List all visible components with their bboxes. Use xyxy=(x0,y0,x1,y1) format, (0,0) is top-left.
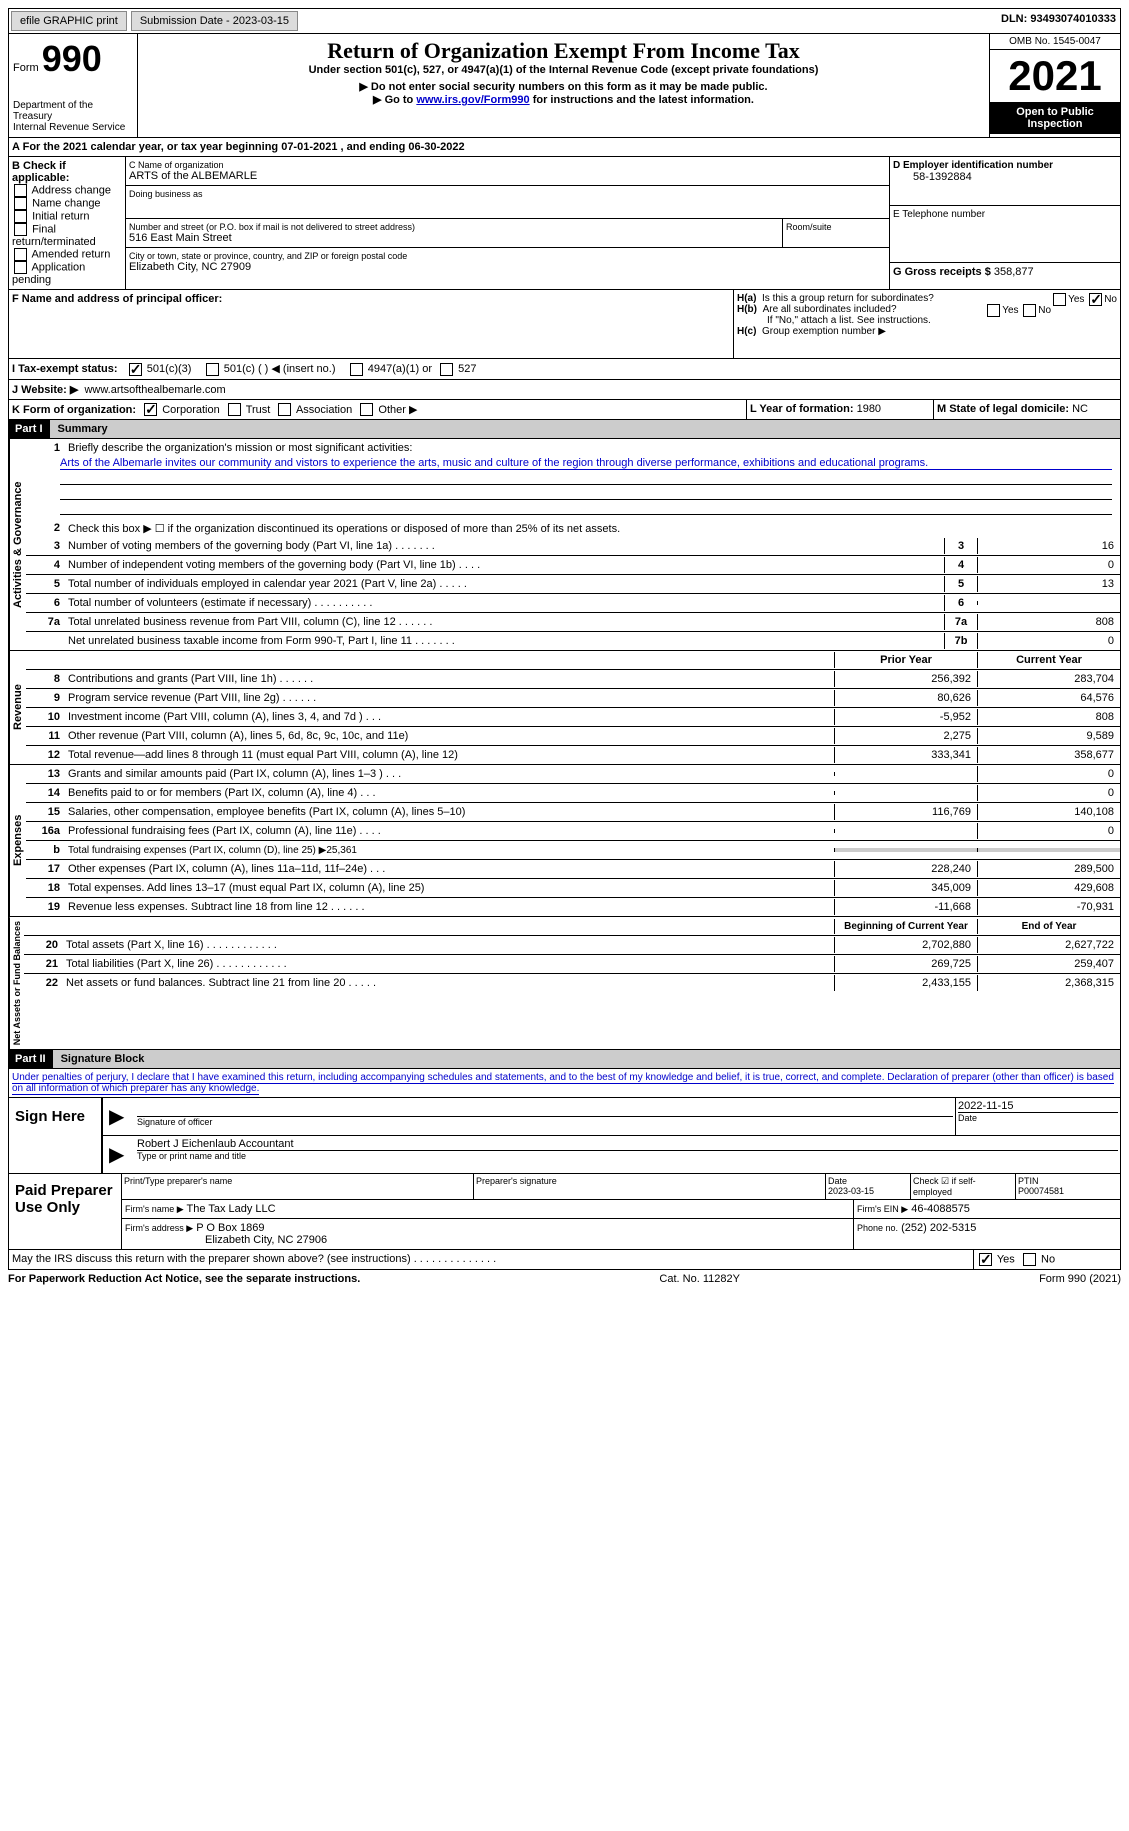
city: Elizabeth City, NC 27909 xyxy=(129,261,886,273)
firm-name: The Tax Lady LLC xyxy=(187,1203,276,1215)
form-label: Form xyxy=(13,62,39,74)
irs: Internal Revenue Service xyxy=(13,122,133,133)
gross-receipts: 358,877 xyxy=(994,266,1034,278)
form-number: 990 xyxy=(42,38,102,79)
l7a-val: 808 xyxy=(977,614,1120,630)
cb-trust[interactable] xyxy=(228,403,241,416)
ag-label: Activities & Governance xyxy=(9,439,26,650)
ha: Is this a group return for subordinates? xyxy=(762,293,934,304)
l4-val: 0 xyxy=(977,557,1120,573)
fh-block: F Name and address of principal officer:… xyxy=(8,290,1121,359)
ha-yes[interactable] xyxy=(1053,293,1066,306)
note-ssn: ▶ Do not enter social security numbers o… xyxy=(142,80,985,93)
exp-label: Expenses xyxy=(9,765,26,916)
submission-date-button[interactable]: Submission Date - 2023-03-15 xyxy=(131,11,298,31)
c-name-label: C Name of organization xyxy=(129,160,886,170)
mission: Arts of the Albemarle invites our commun… xyxy=(60,457,1112,470)
rev-label: Revenue xyxy=(9,651,26,764)
cb-final[interactable] xyxy=(14,223,27,236)
l5-val: 13 xyxy=(977,576,1120,592)
cb-501c[interactable] xyxy=(206,363,219,376)
hc: Group exemption number ▶ xyxy=(762,326,886,337)
cb-4947[interactable] xyxy=(350,363,363,376)
line-j: J Website: ▶ www.artsofthealbemarle.com xyxy=(8,380,1121,400)
cb-527[interactable] xyxy=(440,363,453,376)
dln: DLN: 93493074010333 xyxy=(997,9,1120,33)
bg-block: B Check if applicable: Address change Na… xyxy=(8,157,1121,290)
cb-address[interactable] xyxy=(14,184,27,197)
na-label: Net Assets or Fund Balances xyxy=(9,917,24,1049)
cb-other[interactable] xyxy=(360,403,373,416)
cb-name[interactable] xyxy=(14,197,27,210)
b-label: B Check if applicable: xyxy=(12,160,122,184)
year-formation: 1980 xyxy=(857,403,881,415)
tax-year: 2021 xyxy=(990,50,1120,102)
note2-pre: ▶ Go to xyxy=(373,94,416,106)
paid-preparer: Paid Preparer Use Only Print/Type prepar… xyxy=(8,1174,1121,1250)
dba-label: Doing business as xyxy=(129,189,886,199)
part2-header: Part II Signature Block xyxy=(8,1050,1121,1069)
discuss-no[interactable] xyxy=(1023,1253,1036,1266)
website: www.artsofthealbemarle.com xyxy=(84,384,225,396)
line-a: A For the 2021 calendar year, or tax yea… xyxy=(9,138,1120,156)
h-note: If "No," attach a list. See instructions… xyxy=(737,315,1117,326)
cb-corp[interactable] xyxy=(144,403,157,416)
cb-initial[interactable] xyxy=(14,210,27,223)
topbar: efile GRAPHIC print Submission Date - 20… xyxy=(8,8,1121,34)
d-label: D Employer identification number xyxy=(893,160,1117,171)
addr-label: Number and street (or P.O. box if mail i… xyxy=(129,222,779,232)
f-label: F Name and address of principal officer: xyxy=(12,293,730,305)
ptin: P00074581 xyxy=(1018,1186,1064,1196)
discuss-yes[interactable] xyxy=(979,1253,992,1266)
line-i: I Tax-exempt status: 501(c)(3) 501(c) ( … xyxy=(8,359,1121,380)
form-title: Return of Organization Exempt From Incom… xyxy=(142,38,985,64)
officer-name: Robert J Eichenlaub Accountant xyxy=(137,1138,1118,1151)
section-na: Net Assets or Fund Balances Beginning of… xyxy=(8,917,1121,1050)
subtitle: Under section 501(c), 527, or 4947(a)(1)… xyxy=(142,64,985,76)
addr: 516 East Main Street xyxy=(129,232,779,244)
room: Room/suite xyxy=(786,222,886,232)
col-curr: Current Year xyxy=(977,652,1120,668)
cb-assoc[interactable] xyxy=(278,403,291,416)
l3-val: 16 xyxy=(977,538,1120,554)
note2-post: for instructions and the latest informat… xyxy=(530,94,754,106)
firm-ein: 46-4088575 xyxy=(911,1203,970,1215)
part1-header: Part I Summary xyxy=(8,420,1121,439)
perjury: Under penalties of perjury, I declare th… xyxy=(8,1069,1121,1098)
l7b-val: 0 xyxy=(977,633,1120,649)
discuss-row: May the IRS discuss this return with the… xyxy=(8,1250,1121,1270)
org-name: ARTS of the ALBEMARLE xyxy=(129,170,886,182)
firm-phone: (252) 202-5315 xyxy=(901,1222,976,1234)
cb-amended[interactable] xyxy=(14,248,27,261)
col-prior: Prior Year xyxy=(834,652,977,668)
klm: K Form of organization: Corporation Trus… xyxy=(8,400,1121,421)
section-rev: Revenue bPrior YearCurrent Year 8Contrib… xyxy=(8,651,1121,765)
section-exp: Expenses 13Grants and similar amounts pa… xyxy=(8,765,1121,917)
firm-addr: P O Box 1869 xyxy=(196,1222,264,1234)
l2: Check this box ▶ ☐ if the organization d… xyxy=(64,520,1120,537)
cb-pending[interactable] xyxy=(14,261,27,274)
open-public: Open to Public Inspection xyxy=(990,102,1120,134)
hb-no[interactable] xyxy=(1023,304,1036,317)
sig-date: 2022-11-15 xyxy=(958,1100,1118,1113)
omb: OMB No. 1545-0047 xyxy=(990,34,1120,50)
hb: Are all subordinates included? xyxy=(763,304,897,315)
dept: Department of the Treasury xyxy=(13,100,133,122)
sign-here: Sign Here ▶ Signature of officer 2022-11… xyxy=(8,1098,1121,1174)
ein: 58-1392884 xyxy=(893,171,1117,183)
efile-print-button[interactable]: efile GRAPHIC print xyxy=(11,11,127,31)
l6-val xyxy=(977,601,1120,605)
g-label: G Gross receipts $ xyxy=(893,266,991,278)
city-label: City or town, state or province, country… xyxy=(129,251,886,261)
l1-label: Briefly describe the organization's miss… xyxy=(64,440,1120,456)
form-header: Form 990 Department of the Treasury Inte… xyxy=(8,34,1121,138)
cb-501c3[interactable] xyxy=(129,363,142,376)
domicile: NC xyxy=(1072,403,1088,415)
footer: For Paperwork Reduction Act Notice, see … xyxy=(8,1270,1121,1288)
e-label: E Telephone number xyxy=(893,209,1117,220)
hb-yes[interactable] xyxy=(987,304,1000,317)
section-ag: Activities & Governance 1 Briefly descri… xyxy=(8,439,1121,651)
irs-link[interactable]: www.irs.gov/Form990 xyxy=(416,94,529,106)
ha-no[interactable] xyxy=(1089,293,1102,306)
